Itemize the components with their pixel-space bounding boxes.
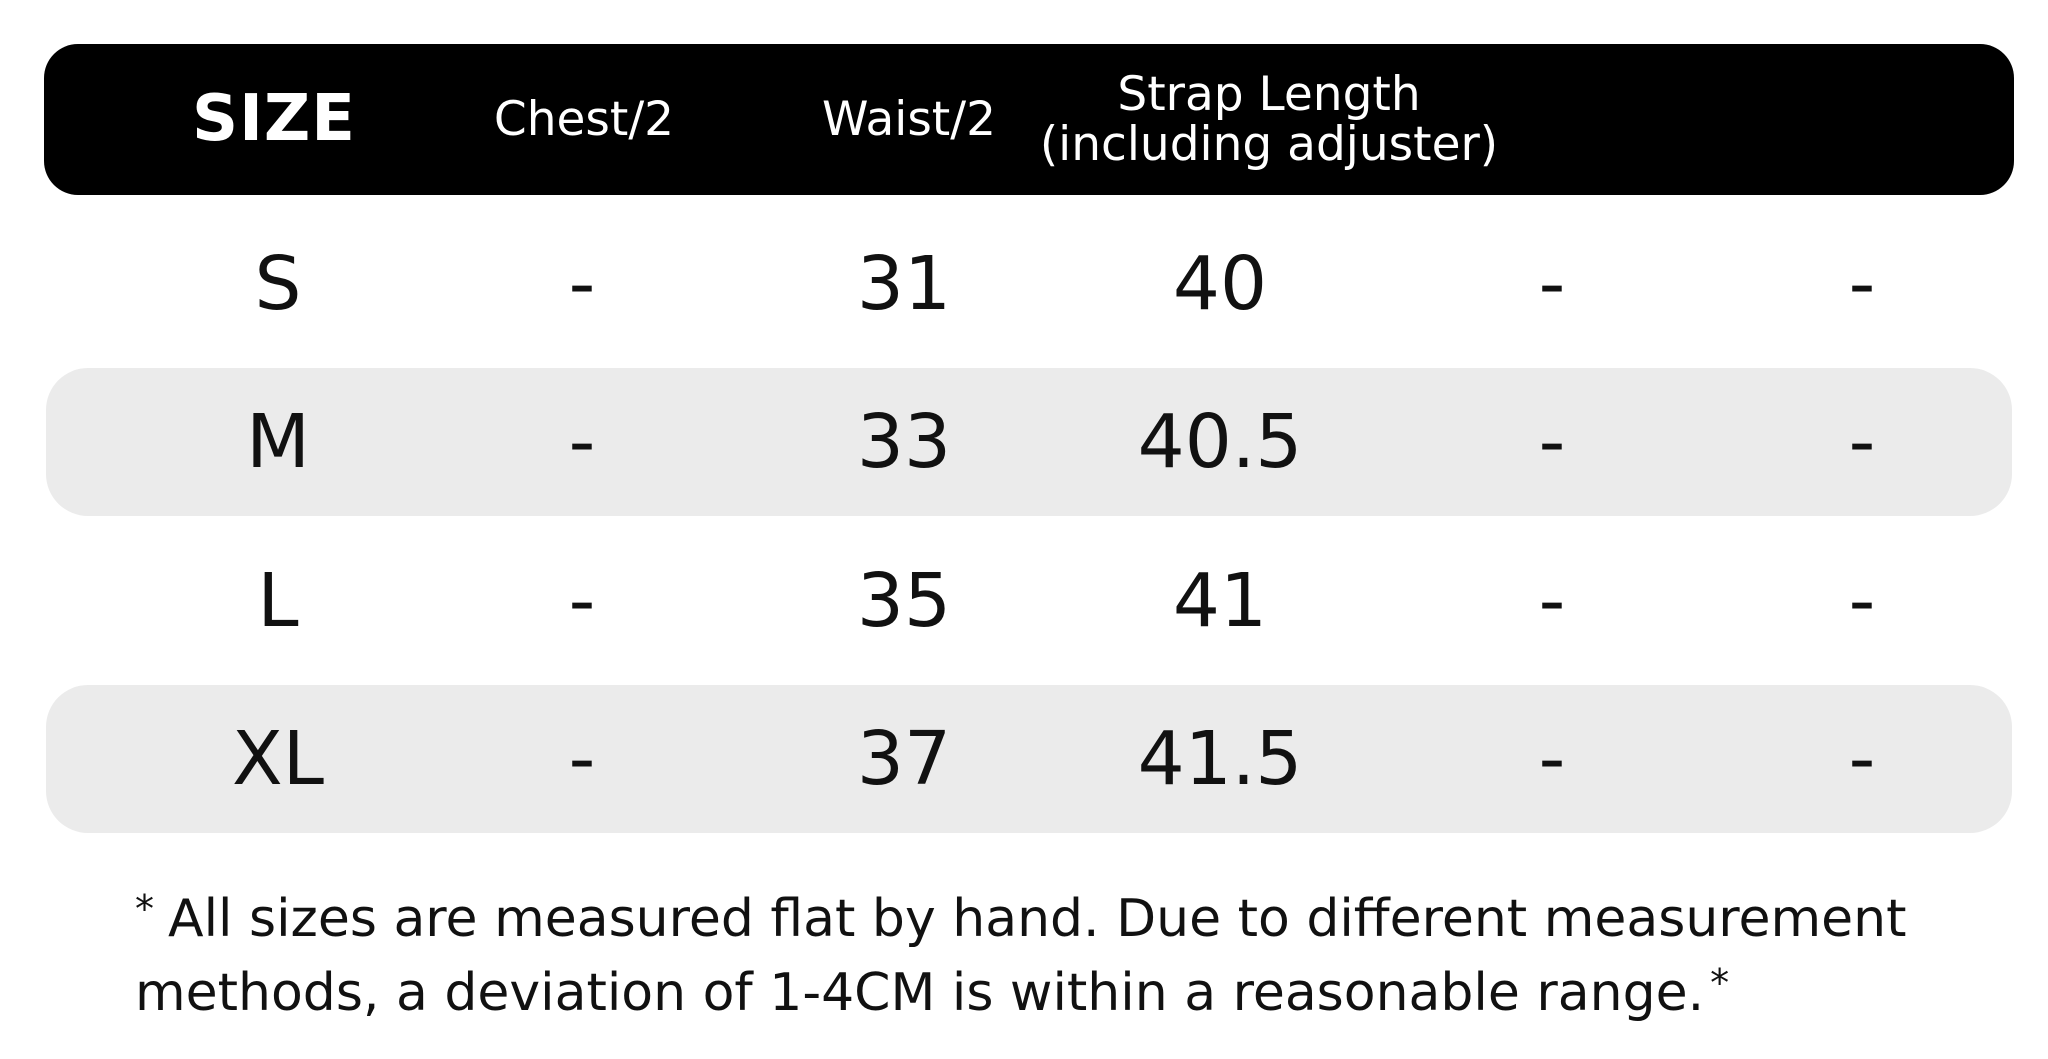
header-waist: Waist/2 — [749, 44, 1069, 195]
cell-column-5: - — [1538, 716, 1566, 802]
cell-size: S — [254, 241, 302, 327]
footnote-asterisk-end: * — [1710, 961, 1730, 1005]
header-strap-length: Strap Length (including adjuster) — [1009, 44, 1529, 195]
cell-column-5: - — [1538, 241, 1566, 327]
cell-chest: - — [568, 241, 596, 327]
table-row: XL - 37 41.5 - - — [46, 685, 2012, 833]
cell-size: XL — [232, 716, 324, 802]
header-column-6 — [1724, 44, 2004, 195]
cell-chest: - — [568, 716, 596, 802]
cell-size: L — [257, 558, 299, 644]
cell-chest: - — [568, 399, 596, 485]
footnote-asterisk: * — [135, 887, 154, 931]
cell-strap: 40.5 — [1137, 399, 1303, 485]
cell-strap: 41.5 — [1137, 716, 1303, 802]
header-strap-line1: Strap Length — [1117, 67, 1421, 123]
header-waist-label: Waist/2 — [822, 91, 996, 147]
header-size-label: SIZE — [191, 81, 357, 156]
table-row: S - 31 40 - - — [46, 210, 2012, 358]
header-column-5 — [1414, 44, 1694, 195]
cell-column-5: - — [1538, 558, 1566, 644]
header-strap-line2: (including adjuster) — [1039, 116, 1499, 172]
cell-chest: - — [568, 558, 596, 644]
cell-waist: 35 — [856, 558, 952, 644]
header-chest-label: Chest/2 — [493, 91, 675, 147]
cell-column-5: - — [1538, 399, 1566, 485]
table-header: SIZE Chest/2 Waist/2 Strap Length (inclu… — [44, 44, 2014, 195]
header-size: SIZE — [134, 44, 414, 195]
cell-strap: 41 — [1172, 558, 1268, 644]
cell-column-6: - — [1848, 716, 1876, 802]
footnote-text: All sizes are measured flat by hand. Due… — [135, 889, 1907, 1023]
table-row: M - 33 40.5 - - — [46, 368, 2012, 516]
cell-waist: 37 — [856, 716, 952, 802]
cell-waist: 33 — [856, 399, 952, 485]
header-chest: Chest/2 — [424, 44, 744, 195]
cell-waist: 31 — [856, 241, 952, 327]
cell-strap: 40 — [1172, 241, 1268, 327]
cell-column-6: - — [1848, 399, 1876, 485]
measurement-footnote: * All sizes are measured flat by hand. Du… — [135, 877, 1955, 1025]
cell-size: M — [246, 399, 310, 485]
table-row: L - 35 41 - - — [46, 527, 2012, 675]
cell-column-6: - — [1848, 558, 1876, 644]
cell-column-6: - — [1848, 241, 1876, 327]
